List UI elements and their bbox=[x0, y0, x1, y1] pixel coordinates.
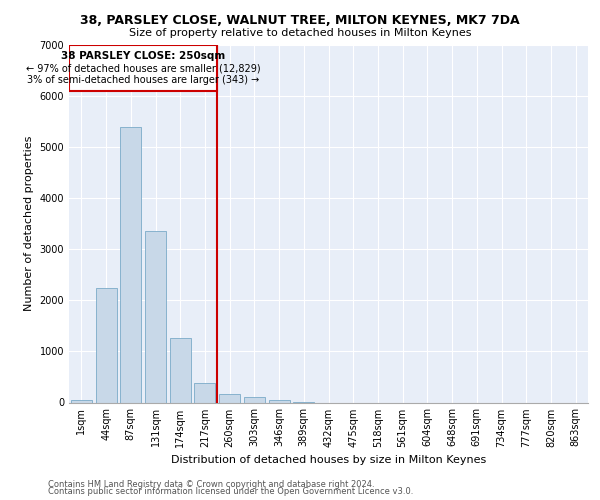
Bar bbox=[244, 398, 265, 402]
Bar bbox=[120, 126, 141, 402]
Y-axis label: Number of detached properties: Number of detached properties bbox=[24, 136, 34, 312]
Bar bbox=[219, 394, 240, 402]
X-axis label: Distribution of detached houses by size in Milton Keynes: Distribution of detached houses by size … bbox=[171, 455, 486, 465]
Bar bbox=[71, 400, 92, 402]
Bar bbox=[269, 400, 290, 402]
FancyBboxPatch shape bbox=[69, 45, 217, 91]
Text: Contains HM Land Registry data © Crown copyright and database right 2024.: Contains HM Land Registry data © Crown c… bbox=[48, 480, 374, 489]
Text: 38, PARSLEY CLOSE, WALNUT TREE, MILTON KEYNES, MK7 7DA: 38, PARSLEY CLOSE, WALNUT TREE, MILTON K… bbox=[80, 14, 520, 27]
Text: Contains public sector information licensed under the Open Government Licence v3: Contains public sector information licen… bbox=[48, 488, 413, 496]
Text: ← 97% of detached houses are smaller (12,829): ← 97% of detached houses are smaller (12… bbox=[26, 64, 260, 74]
Text: Size of property relative to detached houses in Milton Keynes: Size of property relative to detached ho… bbox=[129, 28, 471, 38]
Bar bbox=[170, 338, 191, 402]
Text: 38 PARSLEY CLOSE: 250sqm: 38 PARSLEY CLOSE: 250sqm bbox=[61, 51, 225, 61]
Text: 3% of semi-detached houses are larger (343) →: 3% of semi-detached houses are larger (3… bbox=[27, 75, 259, 85]
Bar bbox=[194, 382, 215, 402]
Bar bbox=[145, 232, 166, 402]
Bar bbox=[95, 288, 116, 403]
